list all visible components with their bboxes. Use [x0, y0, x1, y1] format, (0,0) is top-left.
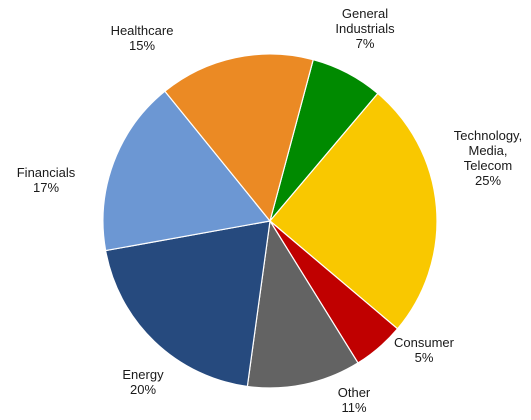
pie-slice-financials [102, 90, 272, 252]
slice-label-line: Consumer [394, 335, 455, 350]
slice-label-healthcare: Healthcare 15% [111, 23, 174, 53]
pie-slices [102, 53, 438, 389]
slice-label-line: Technology, [454, 128, 522, 143]
pie-slice-energy [104, 220, 271, 388]
slice-label-line: 11% [341, 400, 366, 415]
slice-label-line: Media, [468, 143, 507, 158]
pie-slice-healthcare [164, 53, 314, 223]
slice-label-other: Other 11% [338, 385, 371, 415]
slice-label-general-industrials: General Industrials 7% [335, 6, 395, 51]
slice-label-line: General [342, 6, 388, 21]
slice-label-line: 15% [129, 38, 155, 53]
pie-slice-other [246, 219, 359, 389]
slice-label-line: Other [338, 385, 371, 400]
slice-label-line: Telecom [464, 158, 512, 173]
slice-label-line: Industrials [335, 21, 395, 36]
slice-label-line: 7% [356, 36, 375, 51]
slice-label-line: 5% [415, 350, 434, 365]
slice-label-line: Energy [122, 367, 164, 382]
slice-label-technology-media-telecom: Technology, Media, Telecom 25% [454, 128, 522, 188]
pie-slice-technology-media-telecom [269, 92, 438, 330]
slice-label-energy: Energy 20% [122, 367, 164, 397]
slice-label-line: Financials [17, 165, 76, 180]
slice-label-line: 25% [475, 173, 501, 188]
slice-label-financials: Financials 17% [17, 165, 76, 195]
slice-label-line: 17% [33, 180, 59, 195]
slice-label-consumer: Consumer 5% [394, 335, 455, 365]
pie-labels: General Industrials 7% Technology, Media, Tel… [17, 6, 522, 415]
slice-label-line: 20% [130, 382, 156, 397]
slice-label-line: Healthcare [111, 23, 174, 38]
